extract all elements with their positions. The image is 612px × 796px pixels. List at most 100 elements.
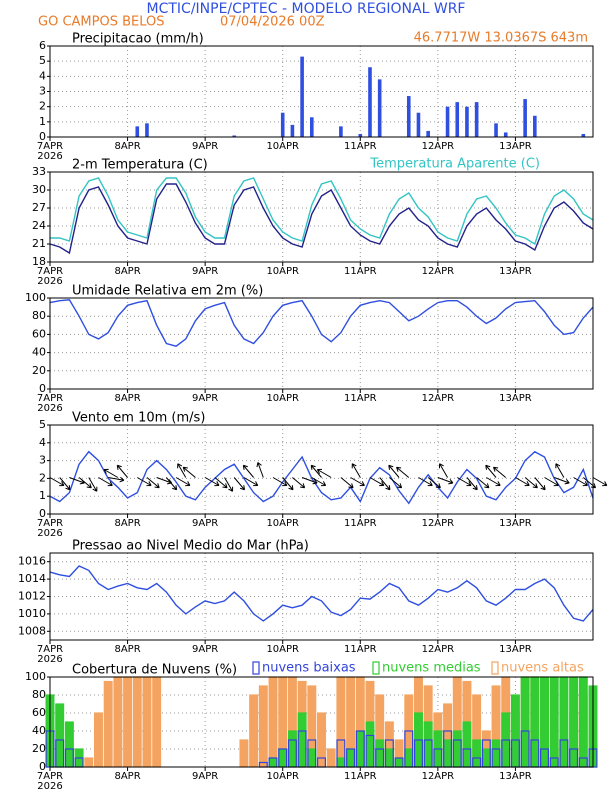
cloud-bar (472, 739, 482, 768)
wind-arrow (437, 477, 454, 485)
y-tick-label: 3 (39, 85, 46, 98)
legend-swatch (372, 661, 380, 675)
bar (358, 133, 363, 137)
x-tick-label: 10APR (266, 644, 299, 655)
bar (310, 117, 314, 137)
wind-arrow (369, 477, 385, 487)
x-year-label: 2026 (37, 528, 62, 539)
wind-arrow (573, 477, 588, 487)
legend-label: nuvens altas (501, 661, 584, 676)
wind-arrow (224, 477, 234, 492)
wind-arrow (282, 477, 294, 491)
y-tick-label: 60 (32, 706, 46, 719)
y-tick-label: 1010 (18, 607, 46, 620)
x-year-label: 2026 (37, 781, 62, 792)
wind-arrow (466, 477, 478, 491)
panel: 0 20 40 60 80 100 7APR 8APR 9APR 10APR 11APR 12APR 1… (25, 284, 594, 414)
plot-frame (49, 552, 594, 641)
x-tick-label: 10APR (266, 266, 299, 277)
cloud-bar (375, 739, 385, 768)
x-tick-label: 8APR (114, 141, 140, 152)
cloud-bar (307, 748, 317, 768)
bar (339, 126, 343, 137)
y-tick-label: 20 (32, 364, 46, 377)
legend-label: nuvens medias (382, 661, 481, 676)
wind-arrow (340, 477, 354, 489)
y-tick-label: 80 (32, 309, 46, 322)
x-tick-label: 13APR (499, 266, 532, 277)
cloud-bar (481, 748, 491, 768)
cloud-bar (55, 703, 65, 768)
cloud-bar (491, 739, 501, 768)
bar (300, 56, 304, 137)
wind-arrow (242, 464, 255, 478)
legend-swatch (252, 661, 260, 675)
x-tick-label: 11APR (344, 266, 377, 277)
wind-arrow (301, 477, 318, 485)
y-tick-label: 0 (39, 760, 46, 773)
wind-arrow (485, 464, 497, 478)
cloud-bar (268, 676, 278, 768)
y-tick-label: 60 (32, 327, 46, 340)
wind-arrow (493, 466, 507, 478)
y-tick-label: 27 (32, 201, 46, 214)
wind-arrow (438, 463, 448, 478)
cloud-bar (258, 685, 268, 768)
wind-arrow (316, 468, 332, 478)
x-tick-label: 7APR (37, 771, 63, 782)
wind-arrow (98, 477, 113, 487)
y-tick-label: 40 (32, 724, 46, 737)
x-tick-label: 10APR (266, 518, 299, 529)
plot-frame (49, 424, 594, 515)
cloud-bar (239, 739, 249, 768)
cloud-bar (423, 721, 433, 768)
y-tick-label: 100 (25, 291, 46, 304)
wind-arrow (351, 463, 361, 478)
bar (523, 99, 527, 137)
panel-title: Umidade Relativa em 2m (%) (72, 284, 263, 299)
wind-arrow (544, 477, 559, 487)
panel-title: Cobertura de Nuvens (%) (72, 663, 237, 678)
panel: 18 21 24 27 30 33 7APR 8APR 9APR 10APR 11APR 12APR 1… (32, 157, 594, 287)
bar (455, 102, 460, 137)
cloud-bar (384, 748, 394, 768)
wind-arrow (396, 466, 410, 478)
bar (503, 132, 508, 137)
x-tick-label: 11APR (344, 644, 377, 655)
legend-label: nuvens baixas (262, 661, 356, 676)
y-tick-label: 5 (39, 418, 46, 431)
wind-arrow (175, 477, 191, 487)
bar (494, 123, 498, 137)
x-year-label: 2026 (37, 654, 62, 665)
x-tick-label: 10APR (266, 771, 299, 782)
y-tick-label: 18 (32, 255, 46, 268)
x-tick-label: 13APR (499, 393, 532, 404)
wind-arrow (182, 466, 196, 478)
x-tick-label: 13APR (499, 518, 532, 529)
x-tick-label: 12APR (422, 771, 455, 782)
bar (465, 106, 469, 137)
x-tick-label: 9APR (192, 644, 218, 655)
wind-arrow (292, 477, 306, 489)
panel: 0 20 40 60 80 100 7APR 8APR 9APR 10APR 11APR 12APR 1… (25, 661, 598, 792)
x-tick-label: 8APR (114, 518, 140, 529)
y-tick-label: 1014 (18, 572, 46, 585)
y-tick-label: 1 (39, 115, 46, 128)
x-tick-label: 12APR (422, 518, 455, 529)
y-tick-label: 1 (39, 489, 46, 502)
x-tick-label: 12APR (422, 266, 455, 277)
bar (135, 126, 140, 137)
bar (280, 112, 285, 137)
y-tick-label: 20 (32, 742, 46, 755)
y-tick-label: 3 (39, 454, 46, 467)
x-tick-label: 12APR (422, 644, 455, 655)
cloud-bar (336, 757, 346, 768)
wind-arrow (177, 463, 187, 478)
wind-arrow (350, 477, 365, 487)
x-tick-label: 8APR (114, 644, 140, 655)
wind-arrow (555, 463, 565, 478)
location: GO CAMPOS BELOS (38, 15, 164, 30)
wind-arrow (456, 477, 472, 487)
y-tick-label: 30 (32, 183, 46, 196)
y-tick-label: 2 (39, 100, 46, 113)
